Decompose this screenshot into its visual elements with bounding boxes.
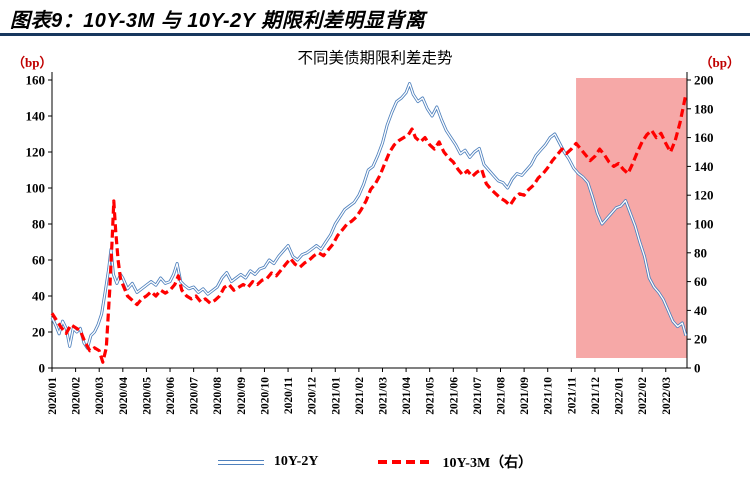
title-underline (0, 33, 750, 36)
svg-text:60: 60 (694, 274, 707, 289)
svg-text:2022/02: 2022/02 (637, 377, 649, 415)
chart-title: 不同美债期限利差走势 (297, 50, 453, 67)
svg-text:2021/10: 2021/10 (543, 377, 555, 415)
blue-double-line-icon (217, 459, 264, 465)
svg-text:2021/09: 2021/09 (519, 377, 531, 415)
svg-text:180: 180 (694, 101, 714, 116)
svg-text:2021/05: 2021/05 (425, 377, 437, 415)
svg-text:2022/03: 2022/03 (661, 377, 673, 415)
svg-text:2021/08: 2021/08 (496, 377, 508, 415)
svg-text:160: 160 (26, 73, 46, 88)
svg-text:2020/07: 2020/07 (189, 377, 201, 415)
svg-text:2020/08: 2020/08 (212, 377, 224, 415)
svg-text:2022/01: 2022/01 (614, 377, 626, 415)
svg-text:2021/04: 2021/04 (401, 377, 413, 415)
svg-text:2020/09: 2020/09 (236, 377, 248, 415)
svg-text:0: 0 (694, 361, 701, 376)
svg-text:80: 80 (694, 245, 707, 260)
timeseries-chart: 0 20 40 60 80 100 120 140 160 0 20 40 60 80 100 120 140 1… (26, 72, 714, 415)
svg-text:160: 160 (694, 130, 714, 145)
right-axis-ticks: 0 20 40 60 80 100 120 140 160 180 200 (687, 73, 714, 376)
svg-text:2020/03: 2020/03 (94, 377, 106, 415)
series-10y3m-line (50, 94, 688, 364)
svg-text:2020/11: 2020/11 (283, 377, 295, 414)
svg-text:2021/06: 2021/06 (448, 377, 460, 415)
series-10y2y-line-inner (51, 82, 687, 349)
left-axis-ticks: 0 20 40 60 80 100 120 140 160 (26, 73, 52, 376)
svg-text:2021/11: 2021/11 (566, 377, 578, 414)
svg-text:140: 140 (694, 159, 714, 174)
legend-item-10y2y: 10Y-2Y (217, 454, 319, 470)
svg-text:40: 40 (694, 303, 707, 318)
chart-legend: 10Y-2Y 10Y-3M（右） (0, 452, 750, 472)
svg-text:20: 20 (32, 325, 45, 340)
svg-text:2021/01: 2021/01 (330, 377, 342, 415)
svg-text:2021/07: 2021/07 (472, 377, 484, 415)
svg-text:2021/02: 2021/02 (354, 377, 366, 415)
svg-text:2020/10: 2020/10 (259, 377, 271, 415)
figure-title: 图表9：10Y-3M 与 10Y-2Y 期限利差明显背离 (10, 10, 426, 32)
svg-text:0: 0 (39, 361, 46, 376)
legend-label-10y2y: 10Y-2Y (273, 454, 319, 469)
svg-text:20: 20 (694, 332, 707, 347)
svg-text:2021/12: 2021/12 (590, 377, 602, 415)
legend-item-10y3m: 10Y-3M（右） (378, 452, 532, 472)
red-dashed-line-icon (378, 460, 433, 464)
svg-text:2020/02: 2020/02 (71, 377, 83, 415)
svg-text:100: 100 (694, 217, 714, 232)
svg-text:2020/12: 2020/12 (307, 377, 319, 415)
svg-text:60: 60 (32, 253, 45, 268)
svg-text:2021/03: 2021/03 (377, 377, 389, 415)
left-axis-unit: （bp） (12, 55, 53, 70)
svg-text:40: 40 (32, 289, 45, 304)
svg-text:2020/01: 2020/01 (47, 377, 59, 415)
x-axis-ticks: 2020/01 2020/02 2020/03 2020/04 2020/05 2020/… (47, 368, 673, 415)
legend-label-10y3m: 10Y-3M（右） (442, 456, 533, 471)
svg-text:2020/06: 2020/06 (165, 377, 177, 415)
svg-text:120: 120 (26, 145, 46, 160)
svg-text:2020/04: 2020/04 (118, 377, 130, 415)
right-axis-unit: （bp） (699, 55, 740, 70)
svg-text:200: 200 (694, 73, 714, 88)
svg-text:140: 140 (26, 109, 46, 124)
svg-text:100: 100 (26, 181, 46, 196)
svg-text:2020/05: 2020/05 (141, 377, 153, 415)
svg-text:80: 80 (32, 217, 45, 232)
svg-text:120: 120 (694, 188, 714, 203)
